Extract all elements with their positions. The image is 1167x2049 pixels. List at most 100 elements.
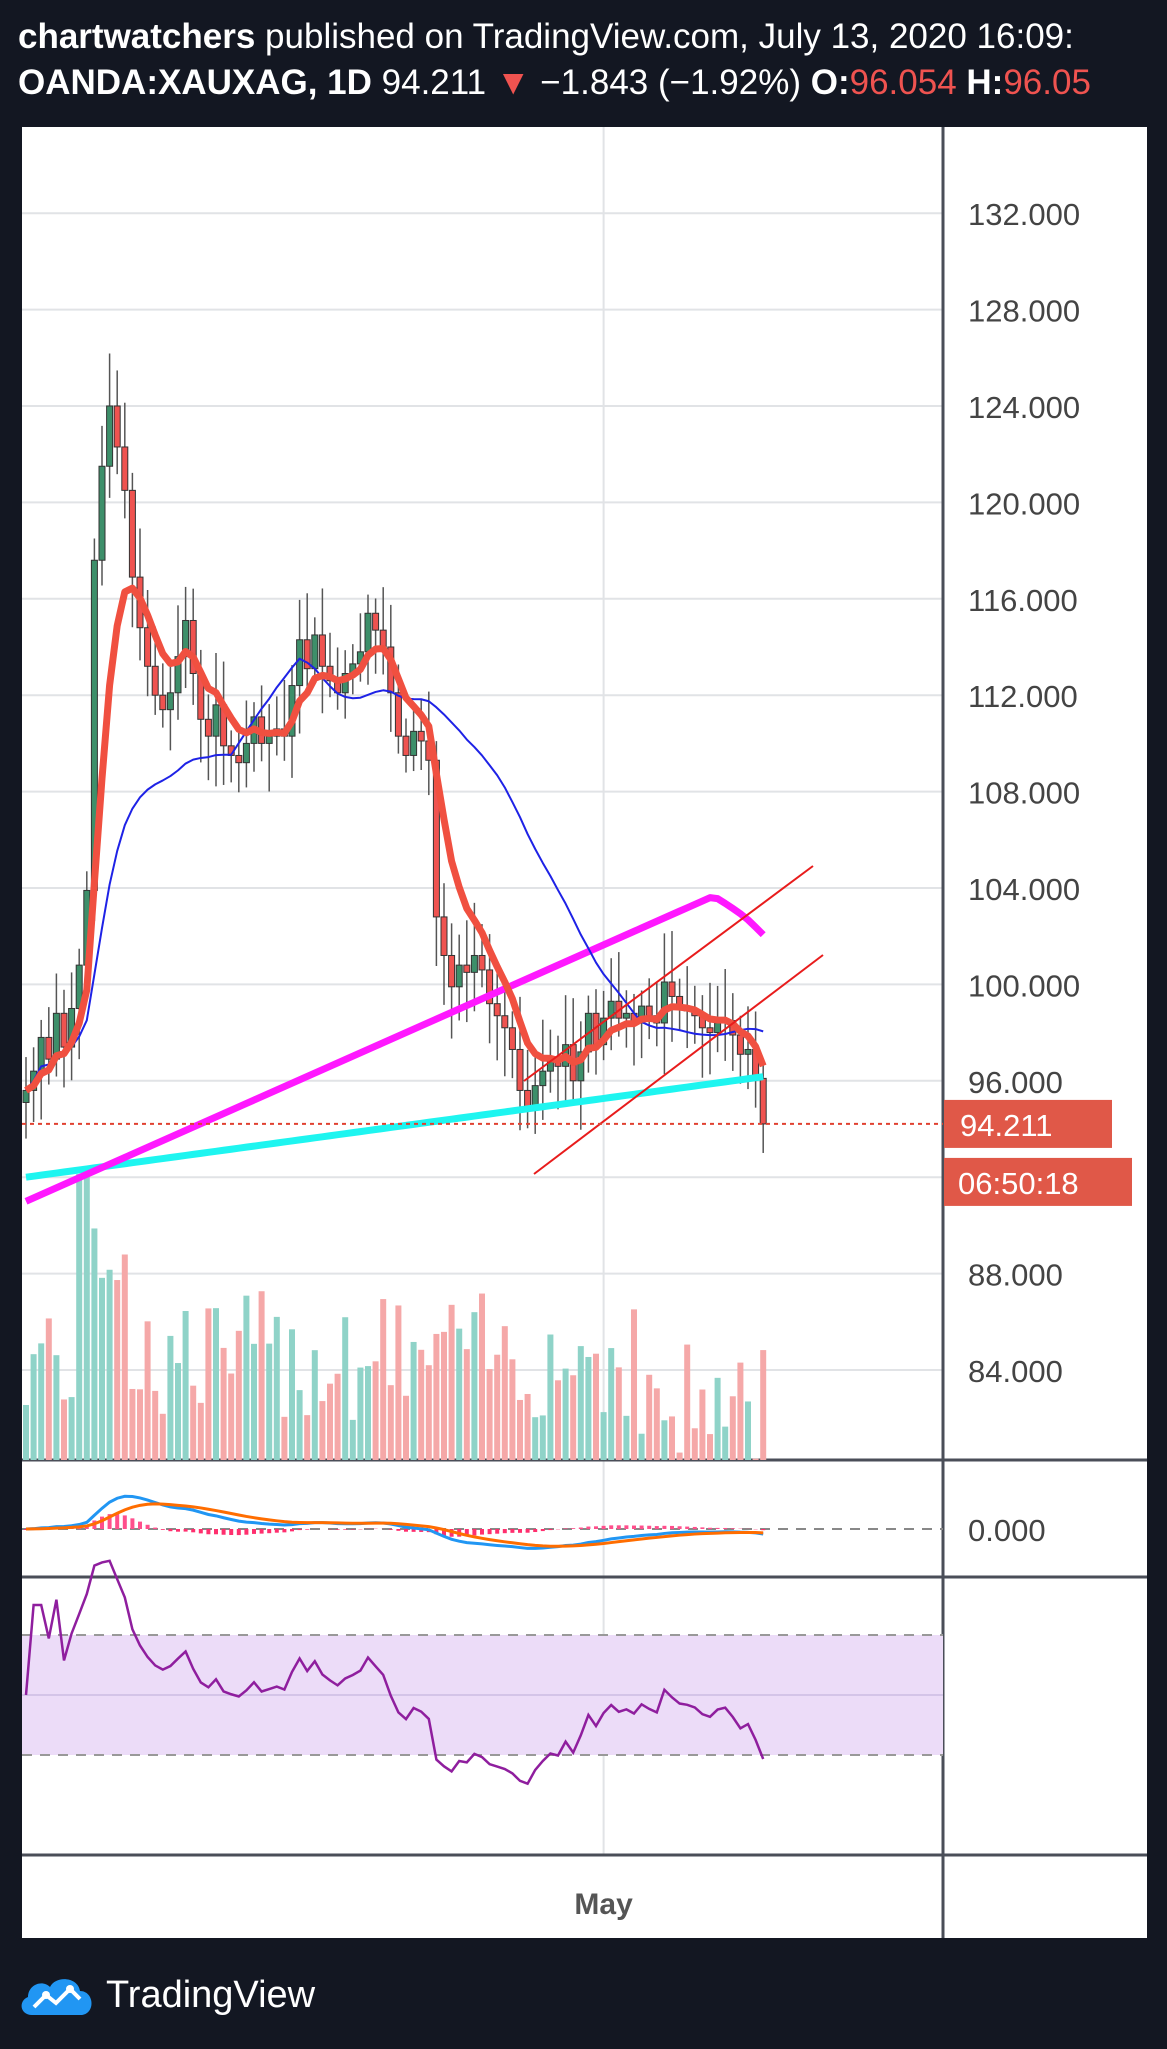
volume-bar — [365, 1366, 371, 1460]
macd-histogram-bar — [396, 1529, 401, 1531]
candle-body — [98, 465, 106, 561]
macd-histogram-bar — [404, 1529, 408, 1532]
candle-body — [470, 954, 478, 973]
candle-body — [242, 742, 250, 764]
macd-histogram-bar — [229, 1529, 234, 1536]
volume-bar — [456, 1328, 463, 1460]
macd-histogram-bar — [639, 1525, 644, 1529]
macd-histogram-bar — [632, 1525, 636, 1529]
macd-histogram-bar — [518, 1529, 522, 1533]
published-text: published on TradingView.com, July 13, 2… — [255, 17, 1074, 56]
volume-bar — [53, 1355, 60, 1460]
macd-histogram-bar — [495, 1529, 500, 1534]
candle-body — [417, 730, 425, 742]
candle-body — [364, 612, 372, 653]
candle-body — [759, 1077, 767, 1125]
candle-body — [113, 405, 121, 448]
volume-bar — [235, 1330, 242, 1460]
volume-bar — [646, 1374, 653, 1460]
macd-histogram-bar — [282, 1529, 287, 1533]
candle-body — [524, 1089, 532, 1108]
price-tick-label: 112.000 — [968, 679, 1078, 714]
symbol-label[interactable]: OANDA:XAUXAG, 1D — [18, 63, 372, 102]
volume-bar — [699, 1389, 706, 1460]
candle-body — [212, 704, 220, 737]
candle-body — [478, 954, 486, 971]
volume-bar — [471, 1312, 478, 1460]
macd-histogram-bar — [730, 1528, 735, 1529]
macd-histogram-bar — [540, 1529, 545, 1532]
volume-bar — [334, 1373, 341, 1460]
brand-name[interactable]: TradingView — [106, 1973, 316, 2016]
volume-bar — [68, 1397, 75, 1460]
volume-bar — [197, 1402, 204, 1460]
macd-histogram-bar — [525, 1529, 530, 1533]
macd-histogram-bar — [464, 1529, 469, 1537]
macd-histogram-bar — [708, 1527, 712, 1529]
volume-bar — [205, 1308, 212, 1460]
tradingview-cloud-logo-icon[interactable] — [18, 1973, 96, 2017]
volume-bar — [38, 1343, 45, 1460]
candle-body — [394, 692, 402, 737]
volume-bar — [251, 1343, 257, 1460]
macd-histogram-bar — [548, 1529, 553, 1531]
volume-bar — [479, 1293, 485, 1460]
candle-body — [622, 1012, 630, 1019]
price-change: −1.843 (−1.92%) — [540, 63, 801, 102]
volume-bar — [631, 1309, 637, 1460]
candle-body — [668, 981, 676, 997]
candle-body — [645, 1005, 653, 1017]
macd-histogram-bar — [700, 1527, 705, 1529]
volume-bar — [707, 1434, 713, 1460]
macd-histogram-bar — [685, 1526, 690, 1529]
candle-body — [166, 692, 174, 711]
high-label: H: — [966, 63, 1004, 102]
macd-zero-label: 0.000 — [968, 1513, 1046, 1548]
macd-histogram-bar — [563, 1528, 568, 1529]
volume-bar — [167, 1335, 174, 1460]
volume-bar — [387, 1385, 394, 1460]
candle-body — [706, 1027, 714, 1034]
volume-bar — [23, 1404, 29, 1460]
candle-body — [265, 735, 273, 744]
candle-body — [714, 1022, 722, 1034]
candle-body — [311, 634, 319, 670]
candle-body — [455, 964, 463, 988]
volume-bar — [266, 1343, 273, 1460]
candle-body — [607, 1000, 615, 1019]
macd-histogram-bar — [274, 1529, 279, 1533]
volume-bar — [539, 1415, 546, 1460]
last-price: 94.211 — [381, 63, 487, 102]
volume-bar — [357, 1367, 364, 1460]
macd-histogram-bar — [586, 1526, 591, 1529]
volume-bar — [608, 1348, 615, 1460]
candle-body — [486, 969, 494, 1005]
volume-bar — [418, 1349, 425, 1460]
volume-bar — [661, 1420, 668, 1460]
macd-histogram-bar — [176, 1529, 180, 1532]
candle-body — [539, 1070, 547, 1087]
price-tick-label: 88.000 — [968, 1258, 1063, 1293]
author-name[interactable]: chartwatchers — [18, 17, 256, 56]
macd-histogram-bar — [472, 1529, 477, 1536]
volume-bar — [213, 1308, 219, 1460]
volume-bar — [577, 1346, 584, 1460]
volume-bar — [91, 1228, 98, 1460]
time-tick-label: May — [574, 1888, 633, 1921]
open-label: O: — [810, 63, 850, 102]
chart-header: chartwatchers published on TradingView.c… — [18, 14, 1167, 106]
macd-histogram-bar — [662, 1525, 667, 1529]
volume-bar — [258, 1291, 265, 1460]
macd-histogram-bar — [244, 1529, 249, 1535]
macd-histogram-bar — [533, 1529, 538, 1533]
candle-body — [440, 916, 448, 956]
candle-body — [501, 1015, 509, 1029]
volume-bar — [403, 1395, 409, 1460]
volume-bar — [159, 1413, 166, 1460]
macd-histogram-bar — [267, 1529, 272, 1534]
change-arrow-icon: ▼ — [495, 63, 531, 102]
macd-histogram-bar — [107, 1514, 112, 1529]
macd-histogram-bar — [221, 1529, 226, 1535]
macd-histogram-bar — [335, 1529, 340, 1530]
